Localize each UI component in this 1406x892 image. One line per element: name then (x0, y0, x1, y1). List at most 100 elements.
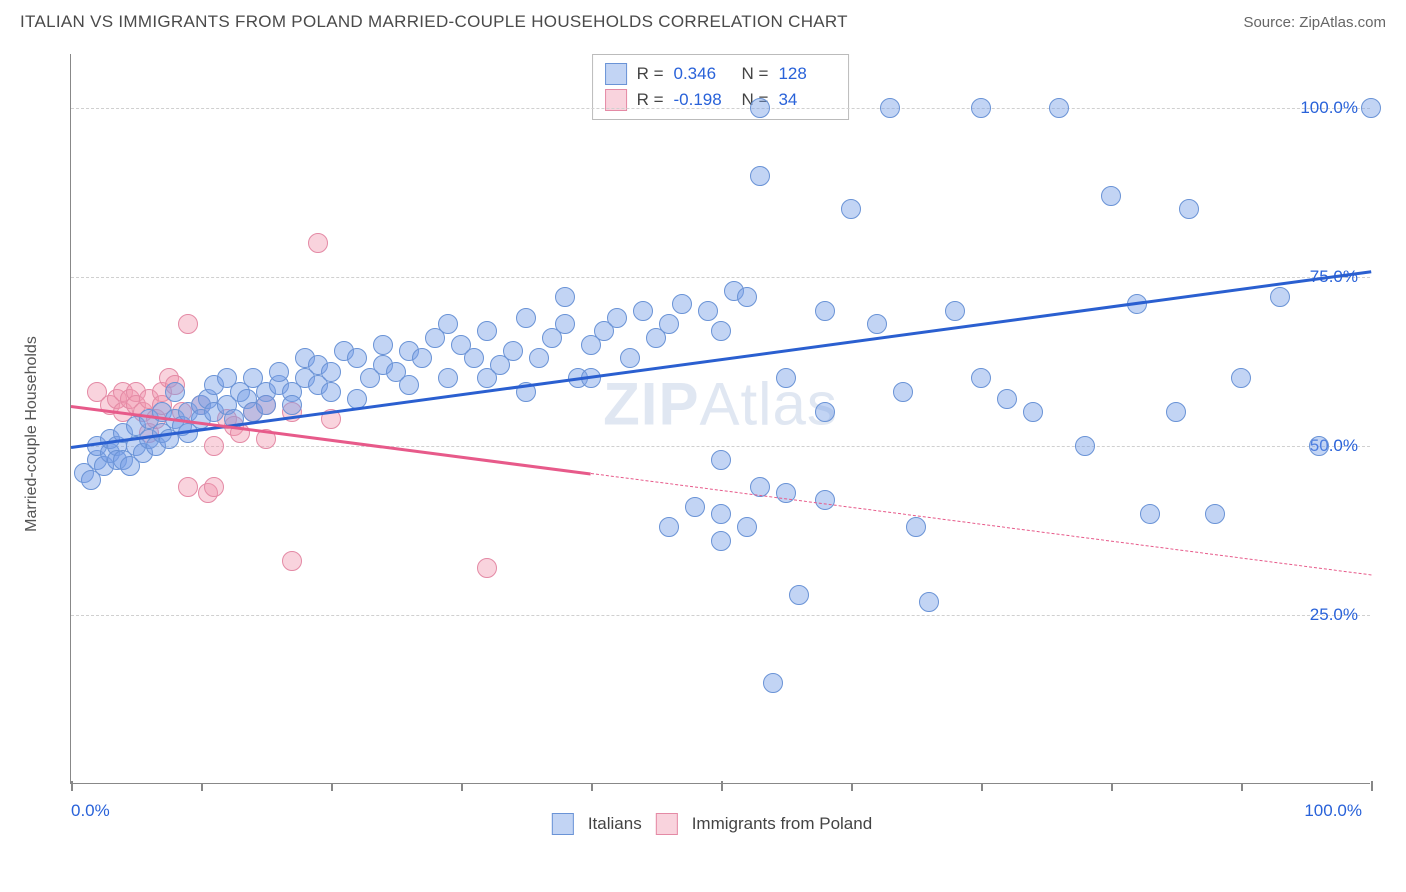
scatter-point-italians (1179, 199, 1199, 219)
scatter-point-italians (373, 335, 393, 355)
watermark: ZIPAtlas (603, 369, 838, 438)
scatter-point-italians (789, 585, 809, 605)
x-tick (461, 784, 463, 791)
legend-r-label: R = (637, 90, 664, 110)
scatter-point-italians (685, 497, 705, 517)
scatter-point-italians (711, 531, 731, 551)
scatter-point-italians (737, 287, 757, 307)
x-tick-label: 0.0% (71, 801, 110, 821)
scatter-point-italians (633, 301, 653, 321)
scatter-point-italians (412, 348, 432, 368)
x-tick (591, 784, 593, 791)
scatter-point-italians (438, 314, 458, 334)
legend-row: R = 0.346 N = 128 (605, 61, 837, 87)
legend-r-value: -0.198 (674, 90, 732, 110)
scatter-point-italians (516, 308, 536, 328)
scatter-point-italians (438, 368, 458, 388)
scatter-point-italians (269, 362, 289, 382)
scatter-point-italians (815, 402, 835, 422)
scatter-point-italians (997, 389, 1017, 409)
scatter-point-italians (971, 368, 991, 388)
scatter-point-italians (1270, 287, 1290, 307)
scatter-point-italians (321, 362, 341, 382)
chart-source: Source: ZipAtlas.com (1243, 14, 1386, 31)
scatter-point-italians (945, 301, 965, 321)
legend-series-label: Immigrants from Poland (692, 814, 872, 834)
scatter-point-italians (1309, 436, 1329, 456)
scatter-point-italians (763, 673, 783, 693)
legend-swatch-icon (605, 63, 627, 85)
scatter-point-italians (815, 301, 835, 321)
scatter-point-italians (282, 395, 302, 415)
chart-title: ITALIAN VS IMMIGRANTS FROM POLAND MARRIE… (20, 12, 848, 32)
scatter-point-poland (204, 436, 224, 456)
chart-container: Married-couple Households ZIPAtlas R =0.… (42, 54, 1382, 814)
scatter-point-italians (321, 382, 341, 402)
legend-row: R =-0.198N =34 (605, 87, 837, 113)
scatter-point-italians (1231, 368, 1251, 388)
scatter-point-italians (659, 314, 679, 334)
scatter-point-italians (737, 517, 757, 537)
scatter-point-italians (256, 395, 276, 415)
scatter-point-italians (1049, 98, 1069, 118)
scatter-point-poland (282, 551, 302, 571)
scatter-point-italians (555, 314, 575, 334)
scatter-point-italians (607, 308, 627, 328)
scatter-point-italians (1101, 186, 1121, 206)
y-tick-label: 25.0% (1310, 605, 1358, 625)
plot-area: ZIPAtlas R =0.346N =128R =-0.198N =34 25… (70, 54, 1370, 784)
scatter-point-italians (1140, 504, 1160, 524)
legend-r-label: R = (637, 64, 664, 84)
scatter-point-italians (620, 348, 640, 368)
legend-n-value: 128 (778, 64, 836, 84)
scatter-point-italians (1023, 402, 1043, 422)
scatter-point-italians (503, 341, 523, 361)
scatter-point-italians (841, 199, 861, 219)
scatter-point-italians (711, 504, 731, 524)
scatter-point-italians (971, 98, 991, 118)
scatter-point-italians (477, 321, 497, 341)
legend-swatch-icon (656, 813, 678, 835)
legend-swatch-icon (552, 813, 574, 835)
scatter-point-italians (672, 294, 692, 314)
scatter-point-italians (1166, 402, 1186, 422)
legend-r-value: 0.346 (674, 64, 732, 84)
trend-line (591, 473, 1371, 575)
y-axis-label: Married-couple Households (23, 336, 41, 532)
legend-series: ItaliansImmigrants from Poland (552, 796, 872, 852)
legend-n-value: 34 (778, 90, 836, 110)
scatter-point-italians (711, 450, 731, 470)
scatter-point-italians (776, 368, 796, 388)
scatter-point-poland (178, 314, 198, 334)
scatter-point-italians (464, 348, 484, 368)
gridline (71, 615, 1370, 616)
scatter-point-italians (750, 98, 770, 118)
chart-header: ITALIAN VS IMMIGRANTS FROM POLAND MARRIE… (0, 0, 1406, 40)
scatter-point-italians (867, 314, 887, 334)
gridline (71, 108, 1370, 109)
legend-n-label: N = (742, 64, 769, 84)
y-tick-label: 100.0% (1300, 98, 1358, 118)
scatter-point-italians (529, 348, 549, 368)
x-tick (1371, 781, 1373, 791)
x-tick (1241, 784, 1243, 791)
x-tick (331, 784, 333, 791)
scatter-point-italians (659, 517, 679, 537)
x-tick (981, 784, 983, 791)
scatter-point-italians (347, 348, 367, 368)
scatter-point-poland (308, 233, 328, 253)
scatter-point-italians (555, 287, 575, 307)
gridline (71, 277, 1370, 278)
x-tick (1111, 784, 1113, 791)
scatter-point-italians (1205, 504, 1225, 524)
scatter-point-italians (906, 517, 926, 537)
x-tick (201, 784, 203, 791)
scatter-point-italians (698, 301, 718, 321)
scatter-point-poland (477, 558, 497, 578)
scatter-point-poland (178, 477, 198, 497)
scatter-point-italians (1075, 436, 1095, 456)
x-tick (721, 781, 723, 791)
x-tick (851, 784, 853, 791)
scatter-point-italians (750, 166, 770, 186)
scatter-point-italians (165, 382, 185, 402)
